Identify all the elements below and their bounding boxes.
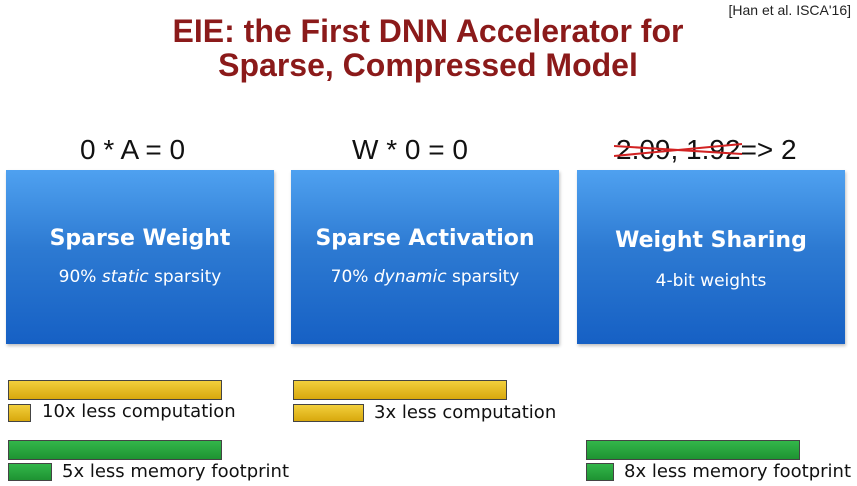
strike-lines (614, 143, 743, 157)
memory-benefit-label: 8x less memory footprint (624, 461, 852, 482)
subtitle-prefix: 70% (330, 267, 374, 287)
memory-baseline-bar (8, 440, 222, 460)
subtitle-emphasis: static (101, 267, 149, 287)
equation-weight-sharing: 2.09, 1.92=> 2 (614, 134, 797, 166)
subtitle-suffix: sparsity (148, 267, 222, 287)
equation-result: => 2 (740, 134, 797, 165)
computation-reduced-bar (8, 404, 31, 422)
subtitle-suffix: sparsity (446, 267, 520, 287)
sparse-activation-box: Sparse Activation 70% dynamic sparsity (291, 170, 559, 344)
struck-values: 2.09, 1.92 (614, 134, 743, 165)
memory-reduced-bar (586, 463, 614, 481)
citation: [Han et al. ISCA'16] (728, 2, 851, 18)
box-title-sparse-weight: Sparse Weight (49, 226, 231, 251)
memory-reduced-bar (8, 463, 52, 481)
slide-title: EIE: the First DNN Accelerator for Spars… (0, 14, 857, 82)
box-subtitle-sparse-weight: 90% static sparsity (6, 267, 274, 287)
computation-baseline-bar (293, 380, 507, 400)
memory-baseline-bar (586, 440, 800, 460)
subtitle-prefix: 90% (58, 267, 102, 287)
box-title-weight-sharing: Weight Sharing (615, 228, 807, 253)
title-line-2: Sparse, Compressed Model (218, 47, 638, 83)
box-subtitle-sparse-activation: 70% dynamic sparsity (291, 267, 559, 287)
equation-sparse-activation: W * 0 = 0 (352, 134, 468, 165)
subtitle-emphasis: dynamic (373, 267, 447, 287)
computation-baseline-bar (8, 380, 222, 400)
title-line-1: EIE: the First DNN Accelerator for (172, 13, 684, 49)
computation-benefit-label: 3x less computation (374, 402, 557, 423)
computation-reduced-bar (293, 404, 364, 422)
box-subtitle-weight-sharing: 4-bit weights (655, 271, 767, 291)
sparse-weight-box: Sparse Weight 90% static sparsity (6, 170, 274, 344)
box-title-sparse-activation: Sparse Activation (315, 226, 535, 251)
equation-sparse-weight: 0 * A = 0 (80, 134, 186, 165)
computation-benefit-label: 10x less computation (42, 401, 236, 422)
memory-benefit-label: 5x less memory footprint (62, 461, 290, 482)
weight-sharing-box: Weight Sharing 4-bit weights (577, 170, 845, 344)
